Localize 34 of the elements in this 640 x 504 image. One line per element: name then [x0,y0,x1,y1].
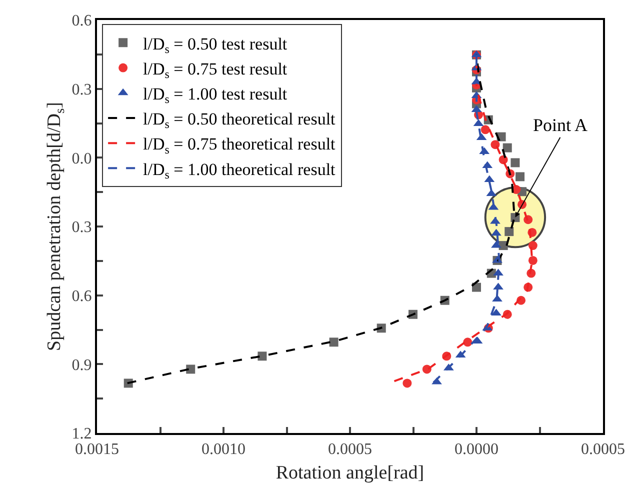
point [516,172,525,182]
legend-label: l/D$_{s}$ = 1.00 theoretical result [143,160,336,182]
point [493,282,504,290]
legend-label: l/D$_{s}$ = 0.75 theoretical result [143,134,336,156]
legend-label: l/D$_{s}$ = 0.50 theoretical result [143,110,336,132]
point [510,158,520,168]
point [528,241,538,250]
point [463,338,472,347]
point [491,228,502,236]
y-tick-label: 0.3 [72,81,92,98]
legend-label: l/D$_{s}$ = 0.75 test result [143,59,288,81]
y-tick-label: 0.3 [72,219,92,236]
point [186,364,196,374]
point [329,338,338,347]
point [480,125,490,134]
x-tick-label: 0.0005 [581,441,625,458]
point [528,256,538,265]
y-tick-label: 0.6 [72,288,92,305]
point [258,352,267,361]
legend-label: l/D$_{s}$ = 1.00 test result [143,84,288,106]
point [504,227,514,236]
y-tick-label: 1.2 [72,426,92,443]
y-tick-label: 0.0 [72,150,92,168]
x-tick-label: 0.0000 [454,441,498,458]
point [402,378,412,388]
point [502,143,512,152]
x-axis-title: Rotation angle[rad] [276,462,424,484]
legend-label: l/D$_{s}$ = 0.50 test result [143,34,288,56]
x-tick-label: 0.0015 [75,441,119,458]
y-tick-label: 0.6 [72,12,92,30]
x-tick-label: 0.0010 [202,441,246,458]
annotation: Point A [533,115,588,135]
y-tick-label: 0.9 [72,356,92,374]
x-tick-label: 0.0005 [328,441,372,458]
